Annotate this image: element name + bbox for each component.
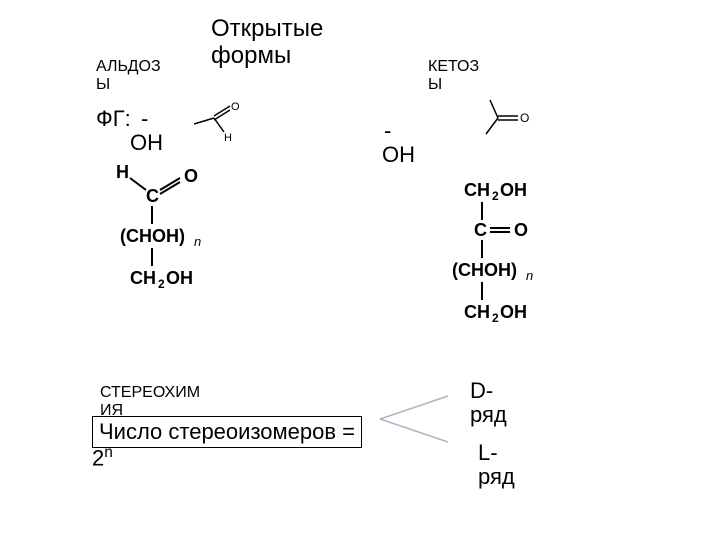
ketone-icon: O [468, 92, 538, 148]
stereo-formula-n: n [104, 444, 113, 461]
title-line2: формы [211, 42, 291, 70]
svg-text:O: O [520, 111, 529, 125]
diverge-arrows [370, 384, 470, 454]
svg-text:CH: CH [464, 302, 490, 322]
svg-text:n: n [194, 234, 201, 249]
fg-label: ФГ: [96, 106, 131, 132]
svg-text:OH: OH [166, 268, 193, 288]
svg-text:H: H [116, 162, 129, 182]
svg-text:C: C [474, 220, 487, 240]
svg-text:2: 2 [492, 311, 499, 325]
d-row-line2: ряд [470, 402, 507, 428]
aldozy-line2: Ы [96, 76, 110, 94]
d-row-line1: D- [470, 378, 493, 404]
svg-text:C: C [146, 186, 159, 206]
svg-text:2: 2 [158, 277, 165, 291]
ketozy-line2: Ы [428, 76, 442, 94]
title-line1: Открытые [211, 15, 323, 43]
ketose-structure: CH 2 OH C O (CHOH) n CH 2 OH [436, 178, 606, 353]
l-row-line2: ряд [478, 464, 515, 490]
svg-text:OH: OH [500, 302, 527, 322]
svg-text:H: H [224, 132, 232, 144]
aldehyde-icon: O H [186, 96, 246, 146]
right-oh: ОН [382, 142, 415, 168]
svg-text:CH: CH [464, 180, 490, 200]
svg-text:O: O [231, 101, 240, 113]
svg-text:O: O [514, 220, 528, 240]
svg-text:O: O [184, 166, 198, 186]
stereo-formula-box: Число стереоизомеров = [92, 416, 362, 448]
stereo-formula-base: 2 [92, 445, 104, 470]
aldose-structure: H O C (CHOH) n CH 2 OH [102, 162, 262, 307]
svg-text:(CHOH): (CHOH) [120, 226, 185, 246]
left-oh-minus: - [141, 106, 148, 132]
svg-text:2: 2 [492, 189, 499, 203]
right-oh-minus: - [384, 118, 391, 144]
ketozy-line1: КЕТОЗ [428, 58, 479, 76]
svg-text:n: n [526, 268, 533, 283]
aldozy-line1: АЛЬДОЗ [96, 58, 161, 76]
stereo-formula-2n: 2n [92, 444, 113, 471]
stereo-formula-row: Число стереоизомеров = [92, 416, 362, 448]
svg-text:OH: OH [500, 180, 527, 200]
stereo-label-line1: СТЕРЕОХИМ [100, 384, 200, 402]
svg-text:CH: CH [130, 268, 156, 288]
l-row-line1: L- [478, 440, 498, 466]
left-oh: ОН [130, 130, 163, 156]
svg-text:(CHOH): (CHOH) [452, 260, 517, 280]
